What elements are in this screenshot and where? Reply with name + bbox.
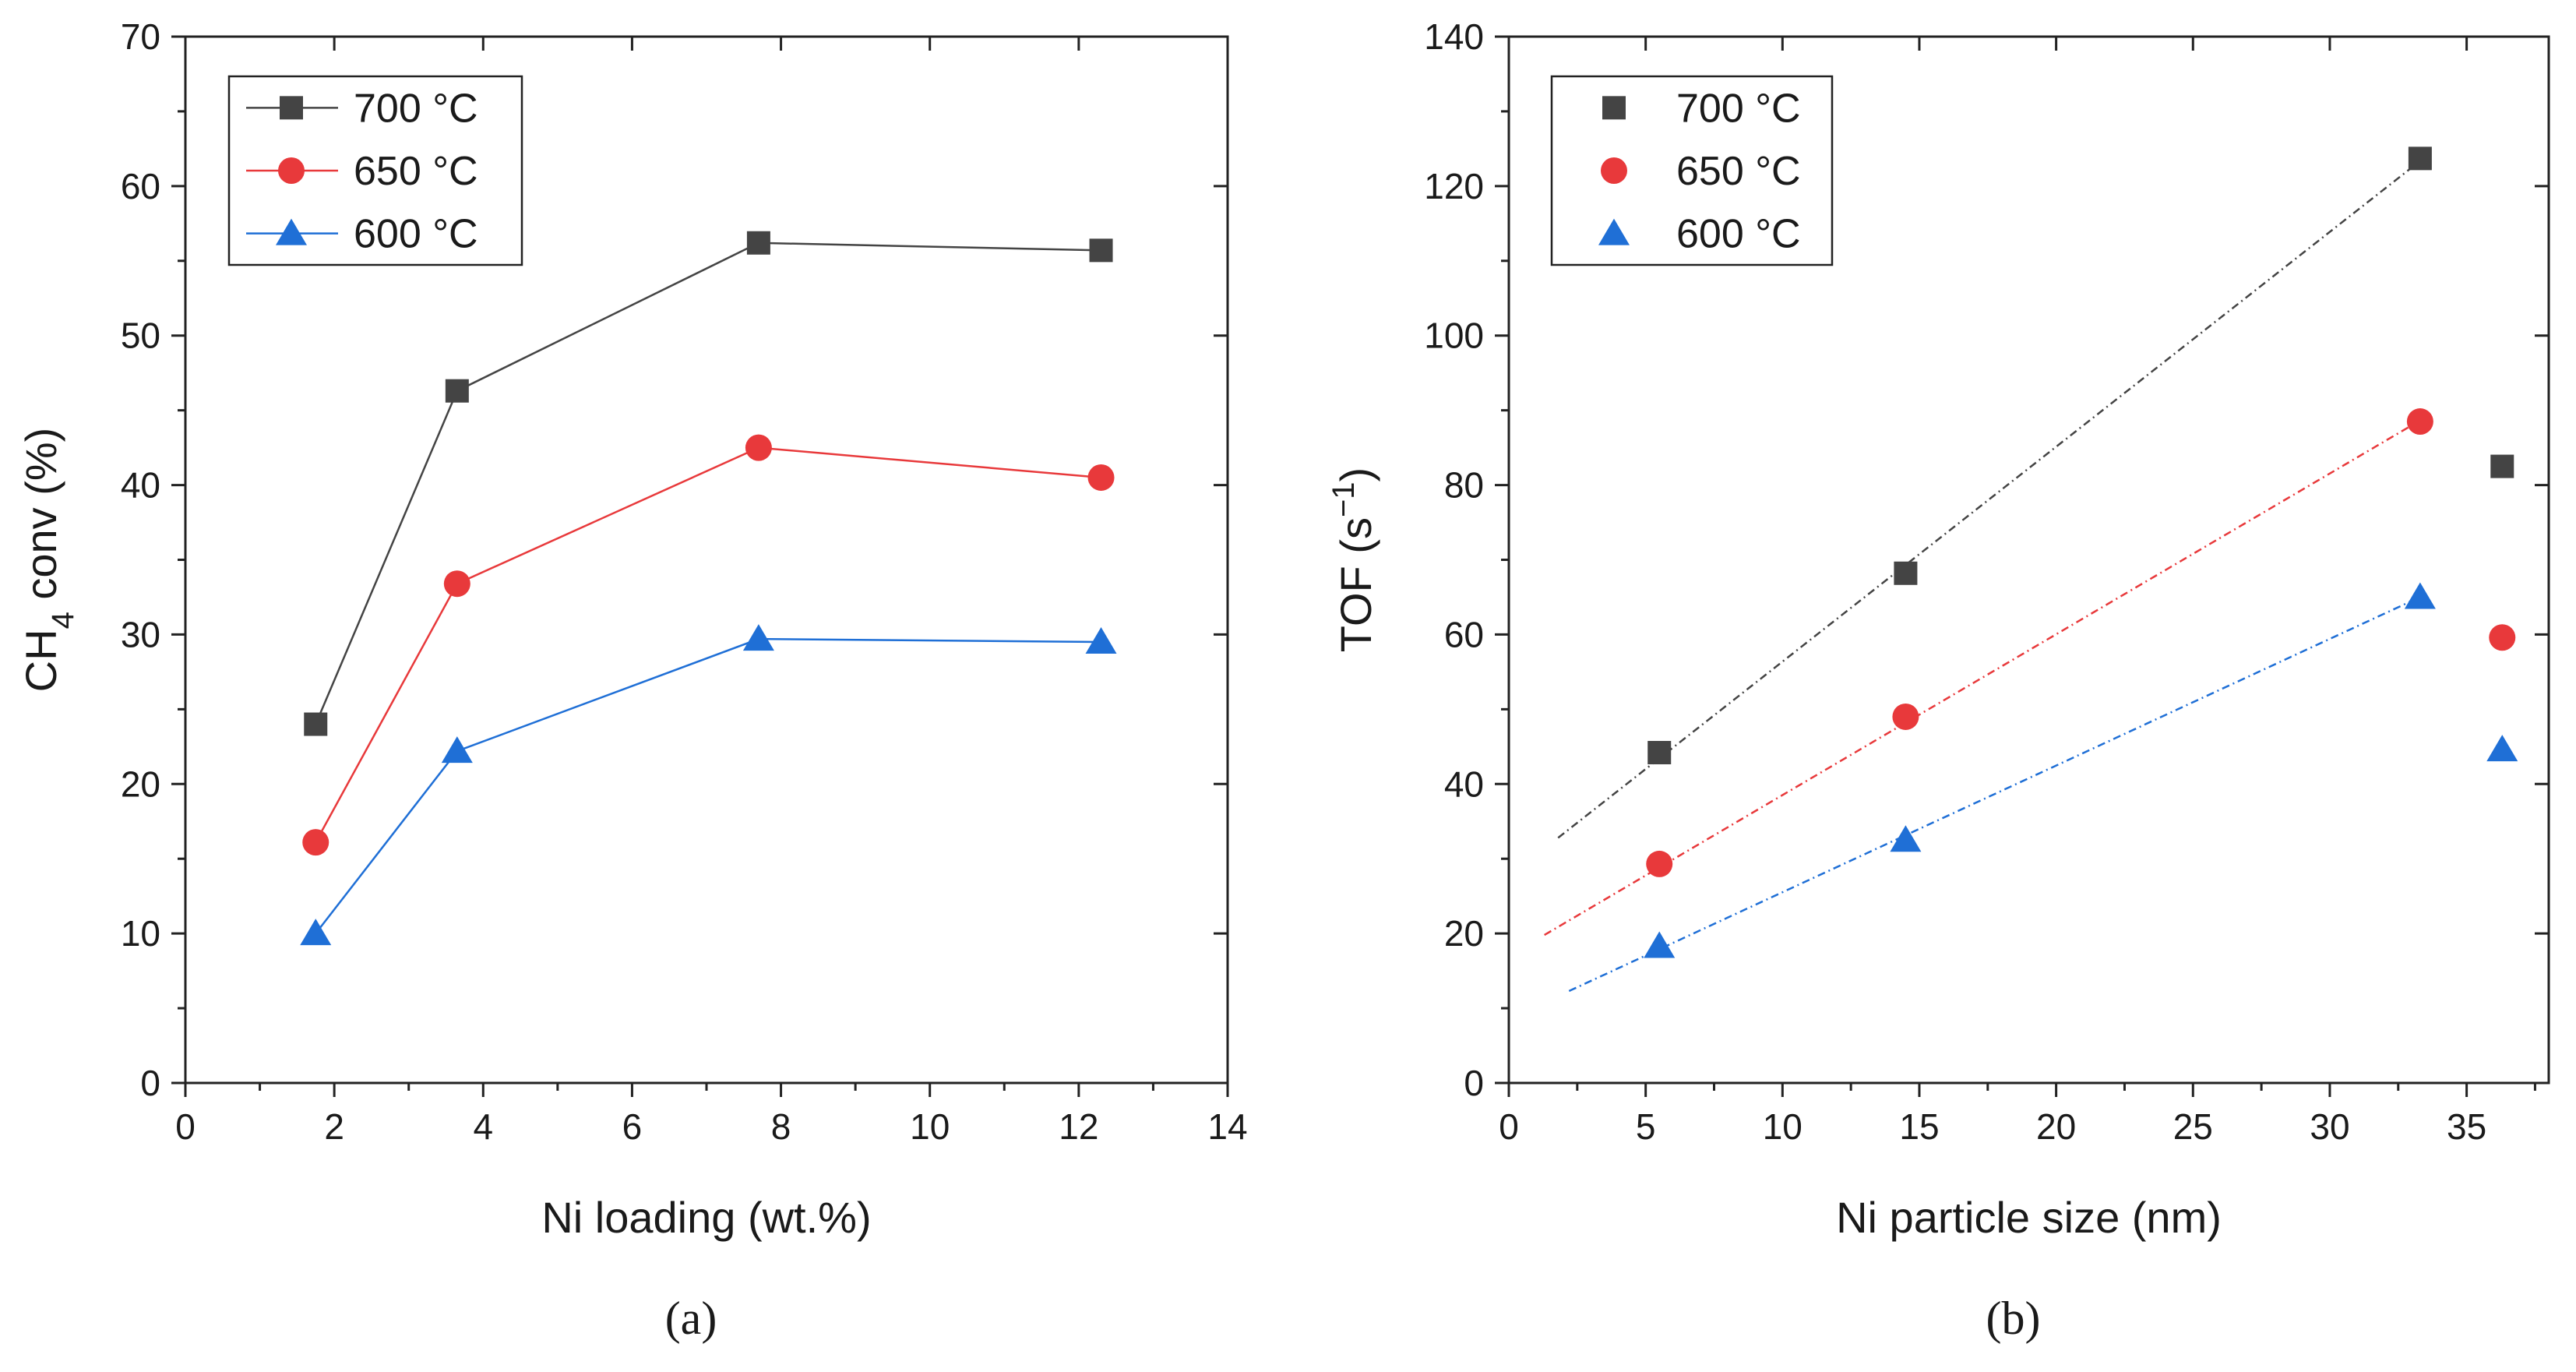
y-tick-label: 20 [121,764,160,804]
x-tick-label: 14 [1207,1106,1247,1147]
fit-line [1557,166,2413,839]
legend-label: 700 °C [354,86,478,131]
y-tick-label: 100 [1424,316,1484,356]
data-point [742,624,774,651]
data-point [445,379,469,403]
x-tick-label: 35 [2447,1106,2486,1147]
x-tick-label: 6 [622,1106,643,1147]
y-tick-label: 0 [1464,1063,1484,1103]
y-tick-label: 10 [121,913,160,954]
y-tick-label: 50 [121,316,160,356]
y-axis-title-subscript: 4 [46,612,80,629]
y-axis-title-main: TOF (s [1331,517,1380,652]
fit-line [1568,600,2412,993]
data-point [1647,740,1672,764]
series-line [315,637,1101,934]
data-point [1892,703,1919,730]
data-point [2490,454,2514,478]
legend-marker [276,218,307,245]
x-tick-label: 5 [1636,1106,1656,1147]
legend-label: 650 °C [1676,149,1801,194]
legend-marker [1602,96,1626,120]
data-point [1089,238,1113,263]
x-axis-title: Ni loading (wt.%) [541,1193,871,1242]
data-point [302,829,329,856]
data-point [2486,735,2518,762]
y-axis-title: TOF (s−1) [1327,467,1380,652]
panel-label: (a) [665,1293,717,1344]
panel-label: (b) [1986,1293,2041,1344]
data-point [443,570,470,598]
legend-label: 700 °C [1676,86,1801,131]
y-axis-title-rest: conv (%) [16,428,65,612]
legend-box [1550,75,1834,266]
y-axis-title-superscript: −1 [1327,481,1361,517]
y-tick-label: 20 [1444,913,1484,954]
y-axis-title-rest: ) [1331,467,1380,482]
y-tick-label: 0 [140,1063,160,1103]
x-tick-label: 30 [2310,1106,2349,1147]
y-axis-title-main: CH [16,629,65,692]
data-point [2406,408,2433,436]
y-tick-label: 40 [1444,764,1484,804]
chart-panel-a: 0 2 4 6 8 10 12 14 0 10 20 30 40 50 60 70 Ni loading (wt… [16,16,1248,1344]
data-point [1087,464,1115,491]
data-point [441,736,473,764]
legend-marker [280,96,303,120]
x-tick-label: 15 [1899,1106,1939,1147]
data-point [2408,146,2432,171]
legend-label: 650 °C [354,149,478,194]
data-point [1085,627,1117,654]
y-tick-label: 40 [121,465,160,506]
legend-label: 600 °C [354,212,478,257]
y-tick-label: 30 [121,614,160,654]
chart-panel-b: 0 5 10 15 20 25 30 35 0 20 40 60 80 100 120 140 Ni parti… [1327,16,2550,1344]
data-point [745,434,772,461]
data-point [1646,850,1673,877]
y-tick-label: 60 [121,166,160,206]
y-tick-label: 120 [1424,166,1484,206]
series-line [315,446,1101,843]
fit-line [1544,424,2412,936]
x-tick-label: 4 [473,1106,493,1147]
x-tick-label: 0 [1499,1106,1519,1147]
x-tick-label: 2 [324,1106,344,1147]
data-point [2404,582,2436,609]
y-tick-label: 80 [1444,465,1484,506]
data-point [2489,624,2516,651]
legend-marker [278,157,305,184]
series-line [315,242,1101,725]
y-tick-label: 70 [121,16,160,57]
x-tick-label: 25 [2173,1106,2213,1147]
y-tick-label: 60 [1444,614,1484,654]
legend-label: 600 °C [1676,212,1801,257]
legend-marker [1598,218,1630,245]
legend-marker [1601,157,1627,184]
data-point [300,919,332,946]
data-point [1644,931,1676,958]
data-point [304,712,328,736]
data-point [1890,825,1922,852]
data-point [1894,561,1918,585]
x-axis-title: Ni particle size (nm) [1836,1193,2222,1242]
x-tick-label: 10 [910,1106,950,1147]
x-tick-label: 10 [1763,1106,1802,1147]
x-tick-label: 20 [2036,1106,2076,1147]
y-axis-title: CH4 conv (%) [16,428,80,693]
x-tick-label: 8 [771,1106,791,1147]
x-tick-label: 12 [1059,1106,1098,1147]
x-tick-label: 0 [175,1106,196,1147]
y-tick-label: 140 [1424,16,1484,57]
data-point [746,231,770,255]
